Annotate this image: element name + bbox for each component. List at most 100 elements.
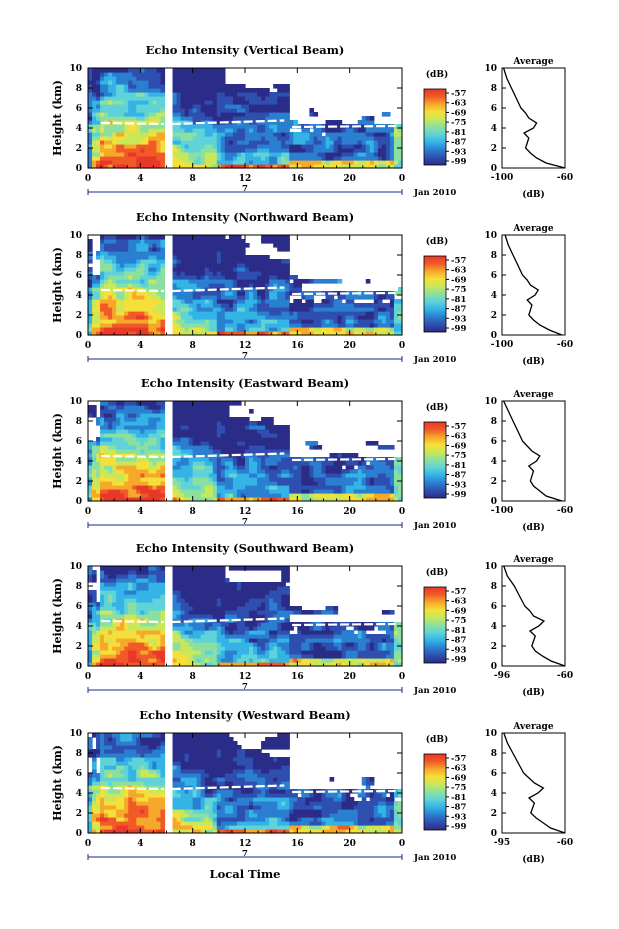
heatmap-cell: [156, 279, 162, 284]
heatmap-cell: [245, 303, 250, 308]
heatmap-cell: [88, 485, 93, 490]
heatmap-cell: [200, 112, 206, 117]
heatmap-cell: [232, 469, 238, 474]
heatmap-cell: [369, 132, 375, 137]
heatmap-cell: [281, 497, 286, 502]
heatmap-cell: [192, 437, 198, 442]
heatmap-cell: [176, 473, 182, 478]
heatmap-cell: [176, 160, 182, 165]
heatmap-cell: [112, 606, 117, 611]
heatmap-cell: [265, 100, 270, 105]
heatmap-cell: [184, 152, 190, 157]
heatmap-cell: [357, 331, 363, 336]
heatmap-cell: [365, 136, 371, 141]
heatmap-cell: [389, 465, 395, 470]
heatmap-cell: [236, 148, 242, 153]
heatmap-cell: [124, 136, 129, 141]
heatmap-cell: [124, 570, 129, 575]
heatmap-cell: [148, 299, 154, 304]
heatmap-cell: [116, 275, 121, 280]
heatmap-cell: [240, 275, 246, 280]
heatmap-cell: [108, 405, 113, 410]
heatmap-cell: [313, 144, 319, 149]
heatmap-cell: [224, 263, 230, 268]
heatmap-cell: [220, 303, 226, 308]
heatmap-cell: [220, 323, 226, 328]
heatmap-cell: [224, 251, 230, 256]
heatmap-cell: [112, 259, 117, 264]
heatmap-cell: [96, 112, 101, 117]
heatmap-cell: [228, 156, 234, 161]
heatmap-cell: [293, 275, 298, 280]
heatmap-cell: [96, 441, 101, 446]
heatmap-cell: [261, 493, 266, 498]
heatmap-cell: [188, 120, 194, 125]
heatmap-cell: [265, 303, 270, 308]
heatmap-cell: [160, 307, 166, 312]
heatmap-cell: [265, 485, 270, 490]
heatmap-cell: [88, 116, 93, 121]
heatmap-cell: [208, 160, 214, 165]
heatmap-cell: [216, 489, 222, 494]
heatmap-cell: [160, 108, 166, 113]
heatmap-cell: [128, 239, 133, 244]
heatmap-cell: [228, 279, 234, 284]
heatmap-cell: [305, 295, 311, 300]
heatmap-cell: [281, 84, 286, 89]
heatmap-cell: [349, 461, 355, 466]
heatmap-cell: [220, 247, 226, 252]
heatmap-cell: [393, 497, 399, 502]
heatmap-cell: [393, 136, 399, 141]
heatmap-cell: [144, 413, 149, 418]
heatmap-cell: [184, 104, 190, 109]
heatmap-cell: [269, 485, 274, 490]
profile-line: [502, 67, 566, 169]
heatmap-cell: [100, 630, 105, 635]
heatmap-cell: [180, 92, 186, 97]
heatmap-cell: [136, 140, 141, 145]
heatmap-cell: [285, 235, 290, 240]
heatmap-cell: [253, 421, 258, 426]
heatmap-cell: [393, 303, 399, 308]
heatmap-cell: [321, 315, 327, 320]
heatmap-cell: [377, 164, 383, 169]
heatmap-cell: [228, 465, 234, 470]
heatmap-cell: [136, 100, 141, 105]
heatmap-cell: [228, 116, 234, 121]
heatmap-cell: [192, 307, 198, 312]
heatmap-cell: [216, 425, 222, 430]
heatmap-cell: [112, 429, 117, 434]
heatmap-cell: [216, 124, 222, 129]
heatmap-cell: [277, 104, 282, 109]
heatmap-cell: [88, 148, 93, 153]
heatmap-cell: [208, 88, 214, 93]
heatmap-cell: [172, 68, 178, 73]
heatmap-cell: [192, 148, 198, 153]
heatmap-cell: [228, 429, 234, 434]
heatmap-cell: [92, 658, 97, 663]
heatmap-cell: [120, 164, 125, 169]
heatmap-cell: [128, 279, 133, 284]
heatmap-cell: [128, 485, 133, 490]
heatmap-cell: [108, 590, 113, 595]
heatmap-cell: [144, 235, 149, 240]
heatmap-cell: [112, 586, 117, 591]
heatmap-cell: [224, 465, 230, 470]
heatmap-cell: [136, 449, 141, 454]
heatmap-cell: [208, 405, 214, 410]
heatmap-cell: [240, 429, 246, 434]
heatmap-cell: [112, 263, 117, 268]
heatmap-cell: [176, 96, 182, 101]
heatmap-cell: [273, 275, 278, 280]
heatmap-cell: [240, 160, 246, 165]
heatmap-cell: [337, 303, 343, 308]
heatmap-cell: [261, 235, 266, 240]
heatmap-cell: [180, 303, 186, 308]
heatmap-cell: [361, 323, 367, 328]
heatmap-cell: [216, 76, 222, 81]
heatmap-cell: [120, 303, 125, 308]
heatmap-cell: [100, 413, 105, 418]
heatmap-cell: [120, 578, 125, 583]
heatmap-cell: [188, 251, 194, 256]
heatmap-cell: [281, 433, 286, 438]
